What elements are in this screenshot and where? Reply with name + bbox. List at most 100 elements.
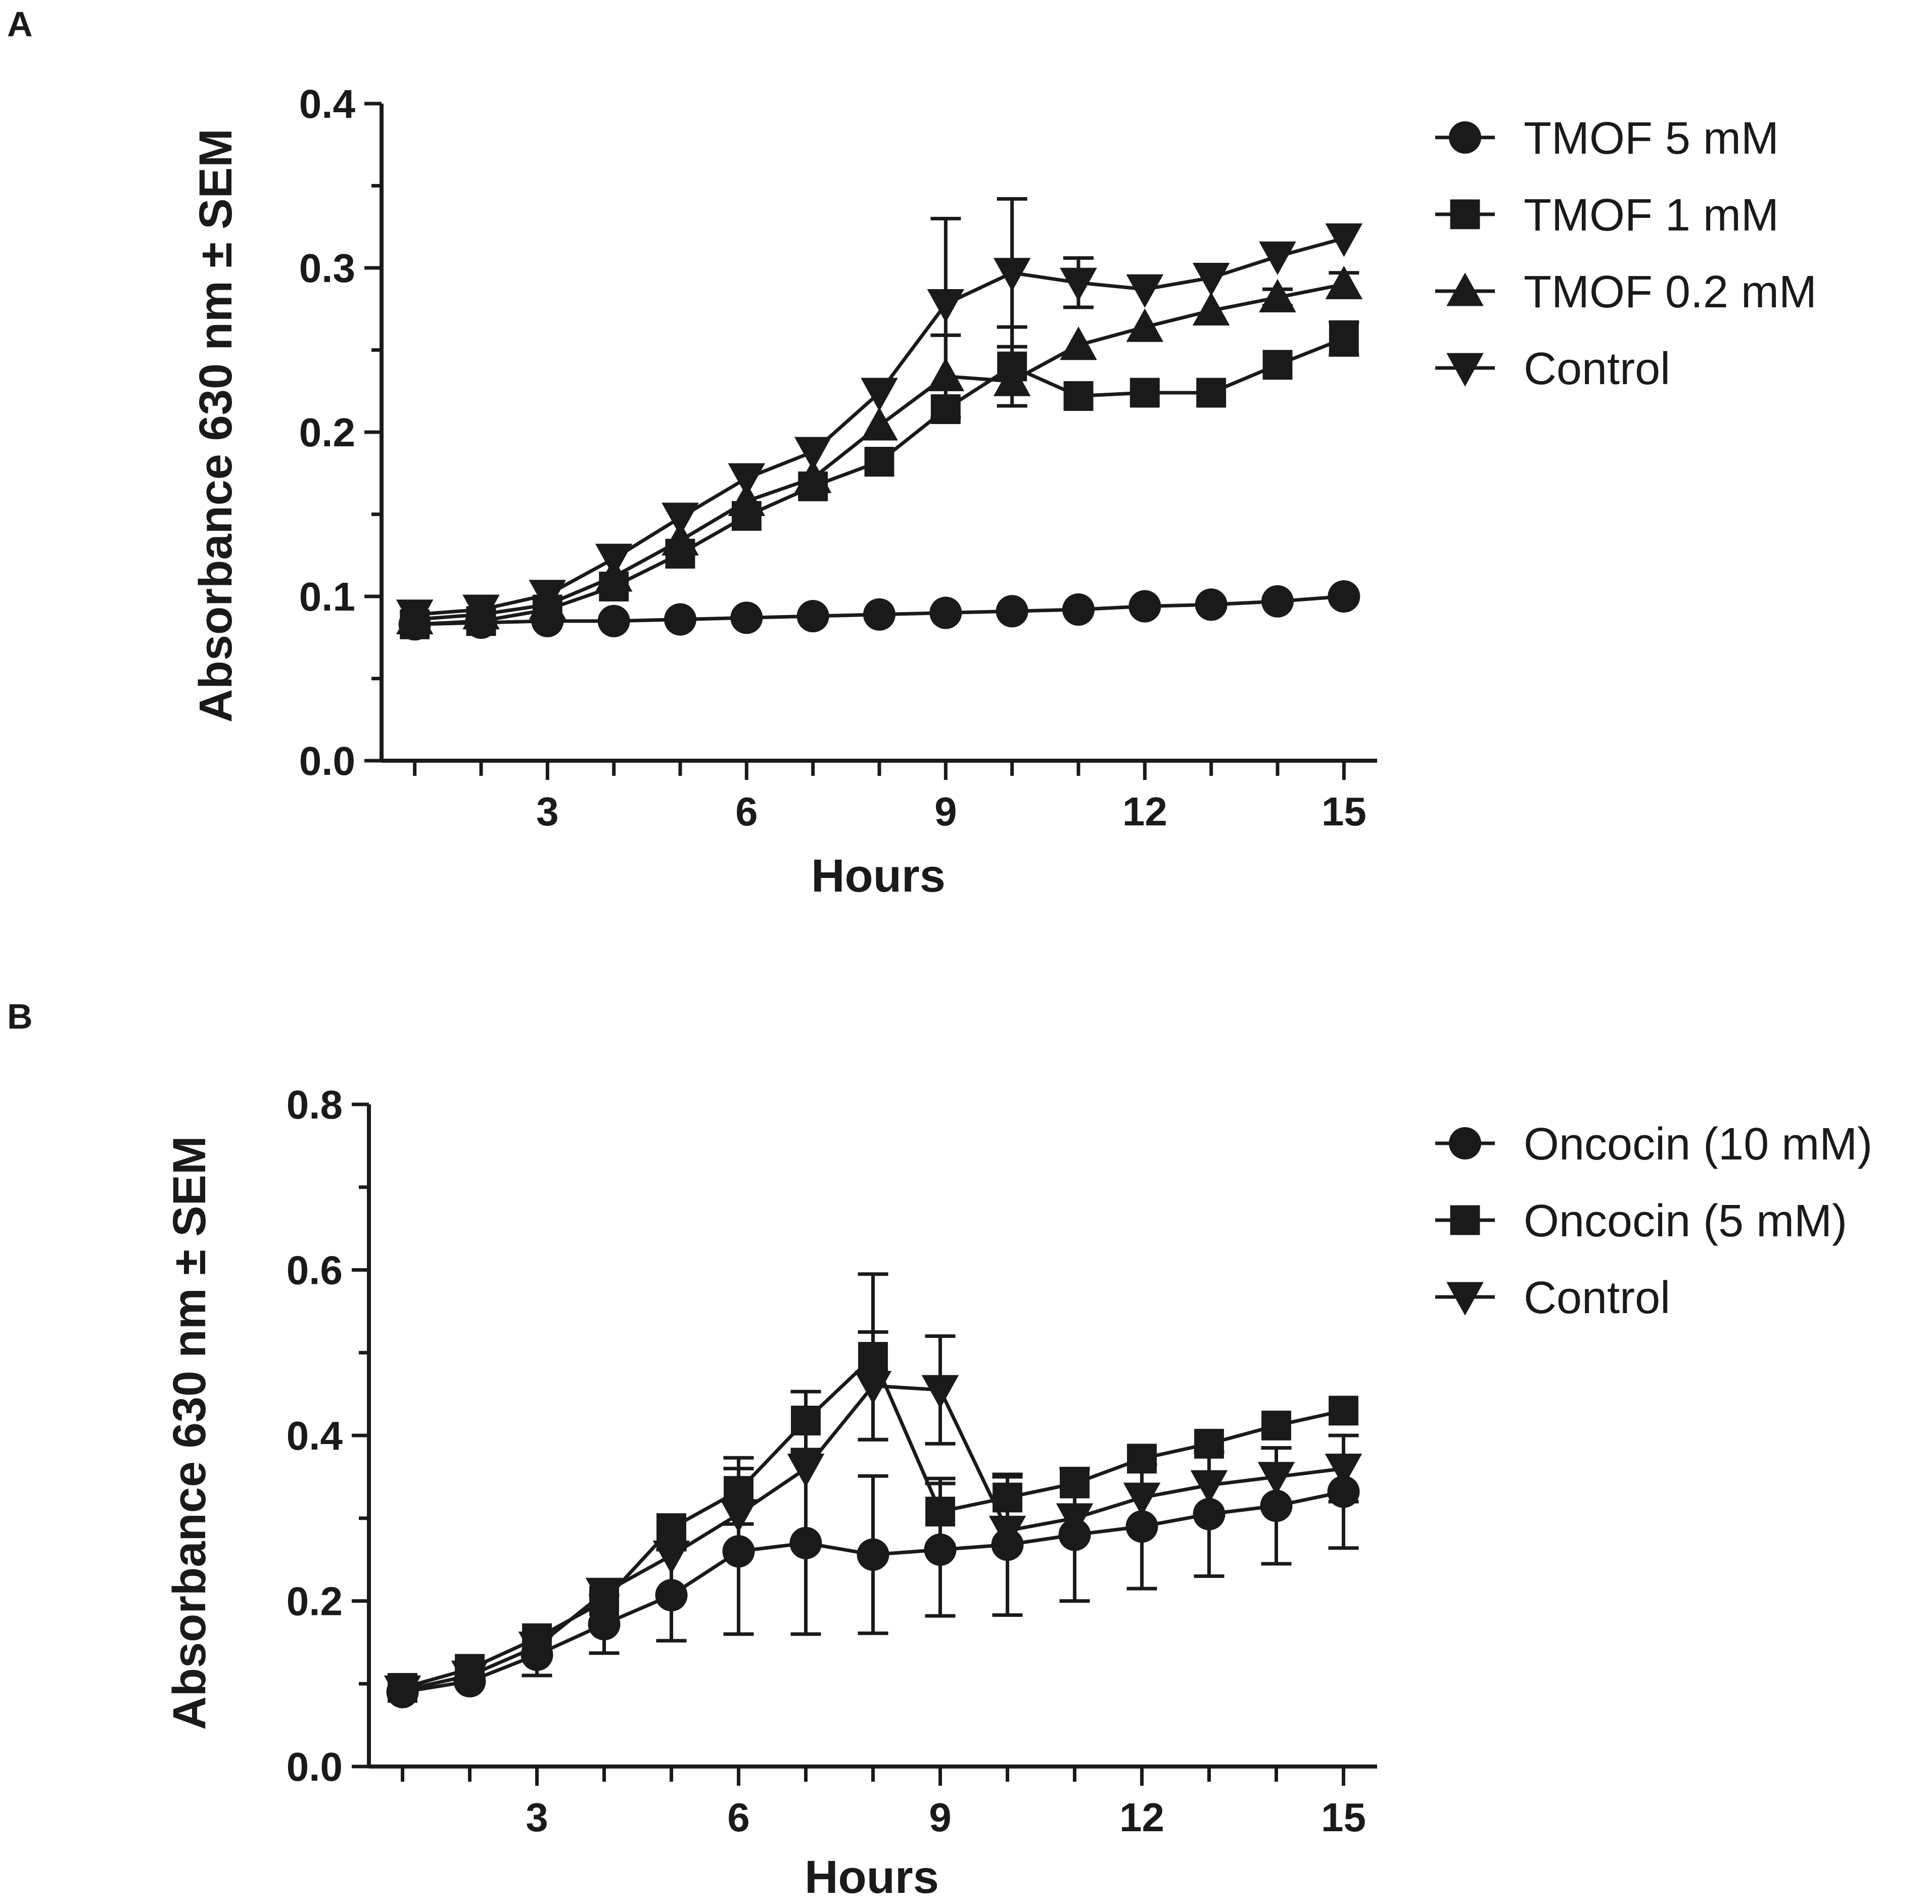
panel-a-legend-label: TMOF 0.2 mM: [1524, 267, 1817, 317]
panel-a-series-tmof-1-mm-point: [1262, 350, 1293, 380]
panel-a-series-control-point: [1060, 267, 1097, 302]
panel-b-series-control-point: [1257, 1462, 1295, 1496]
panel-b-series-control-point: [921, 1375, 959, 1409]
panel-a-legend-item: TMOF 0.2 mM: [1435, 267, 1817, 317]
panel-a-series-tmof-1-mm-point: [1329, 323, 1359, 354]
panel-b-x-tick-label: 3: [526, 1795, 548, 1840]
panel-a-legend-label: Control: [1524, 344, 1670, 394]
panel-a-series-tmof-5-mm-point: [1261, 585, 1294, 618]
panel-b-series-oncocin-5-mm-point: [1127, 1444, 1157, 1474]
panel-b-series-control-point: [1325, 1454, 1362, 1488]
panel-a-series-tmof-5-mm-point: [996, 595, 1028, 628]
panel-a-series-control-point: [462, 594, 500, 628]
panel-a-legend: TMOF 5 mM TMOF 1 mM TMOF 0.2 mM Control: [1435, 113, 1817, 394]
panel-a-y-tick-label: 0.0: [299, 738, 355, 783]
panel-b-series-oncocin-5-mm-point: [1060, 1468, 1090, 1499]
panel-a-series-control: [396, 197, 1363, 633]
panel-a-legend-item: Control: [1435, 344, 1670, 394]
panel-b-letter: B: [7, 997, 33, 1036]
panel-a-series-tmof-0-2-mm-point: [728, 482, 766, 516]
panel-b-y-tick-label: 0.0: [287, 1744, 343, 1789]
panel-b-y-tick-label: 0.4: [287, 1413, 343, 1458]
panel-a-legend-label: TMOF 5 mM: [1524, 113, 1779, 164]
panel-a-series-tmof-1-mm-point: [864, 447, 894, 477]
panel-b-legend-swatch-marker: [1450, 1205, 1480, 1235]
panel-a-series-control-point: [1259, 241, 1296, 275]
panel-a-series-tmof-5-mm-point: [796, 600, 829, 632]
panel-a-y-tick-label: 0.2: [299, 410, 355, 455]
panel-b-series-oncocin-5-mm-point: [791, 1406, 821, 1435]
panel-b-series-control-point: [988, 1515, 1026, 1550]
panel-b-plot-area: 0.0 0.2 0.4 0.6 0.8 3 6 9 12 15: [287, 1082, 1377, 1840]
panel-b-series-oncocin-10-mm-point: [789, 1526, 822, 1559]
panel-a-series-tmof-0-2-mm-point: [1325, 265, 1363, 299]
panel-a-series-tmof-5-mm-point: [1195, 588, 1228, 621]
panel-b-x-axis-title: Hours: [805, 1851, 939, 1903]
panel-a-series-tmof-0-2-mm-point: [1259, 278, 1296, 312]
panel-a: A Absorbance 630 nm ± SEM Hours 0.00.10.…: [7, 5, 1817, 902]
panel-b-y-axis-title: Absorbance 630 nm ± SEM: [164, 1136, 215, 1730]
panel-a-x-axis-title: Hours: [811, 850, 946, 902]
panel-a-series-control-point: [1126, 274, 1164, 308]
panel-a-series-tmof-1-mm-point: [1196, 378, 1227, 408]
panel-a-series-tmof-0-2-mm: [396, 265, 1363, 634]
panel-b-x-tick-label: 9: [929, 1795, 952, 1840]
panel-a-series-control-point: [927, 289, 965, 323]
panel-b-y-tick-label: 0.2: [287, 1579, 343, 1624]
panel-a-y-axis-title: Absorbance 630 nm ± SEM: [190, 128, 242, 722]
panel-b-series-control-point: [451, 1660, 489, 1694]
panel-a-series-tmof-5-mm-point: [1128, 590, 1161, 623]
panel-a-series-tmof-0-2-mm-point: [1060, 326, 1097, 360]
panel-a-series-tmof-5-mm-point: [863, 598, 896, 631]
panel-a-series-tmof-0-2-mm-point: [794, 459, 832, 493]
panel-a-y-tick-label: 0.4: [299, 81, 356, 126]
panel-b-legend-swatch-marker: [1449, 1127, 1481, 1159]
panel-a-series-control-point: [1192, 263, 1230, 297]
panel-a-series-tmof-0-2-mm-point: [1192, 292, 1230, 326]
panel-b-series-control-point: [720, 1499, 758, 1533]
panel-a-legend-swatch-marker: [1450, 199, 1480, 229]
panel-b-series-oncocin-10-mm-point: [857, 1538, 889, 1571]
panel-b-series-oncocin-5-mm-point: [1194, 1428, 1224, 1459]
panel-b-series-control-point: [787, 1454, 825, 1488]
panel-b-legend-swatch-marker: [1446, 1282, 1484, 1316]
panel-b-legend-item: Oncocin (10 mM): [1435, 1119, 1872, 1170]
panel-a-series-control-point: [529, 580, 567, 614]
panel-b: B Absorbance 630 nm ± SEM Hours 0.0 0.2 0.…: [7, 997, 1872, 1903]
panel-a-legend-item: TMOF 1 mM: [1435, 190, 1779, 241]
panel-b-series-oncocin-10-mm-point: [588, 1608, 621, 1641]
panel-a-series-tmof-5-mm-point: [664, 603, 696, 636]
panel-b-y-tick-label: 0.6: [287, 1248, 343, 1293]
panel-a-series-tmof-0-2-mm-point: [662, 522, 699, 555]
panel-a-y-tick-label: 0.3: [299, 246, 355, 291]
panel-b-x-tick-label: 12: [1119, 1795, 1164, 1840]
panel-a-series-tmof-1-mm-point: [1063, 381, 1094, 411]
panel-a-series-control-point: [662, 502, 699, 536]
panel-a-series-control-point: [396, 599, 434, 633]
panel-b-legend-label: Oncocin (5 mM): [1524, 1196, 1847, 1246]
panel-b-series-oncocin-10-mm-point: [655, 1579, 688, 1612]
panel-a-series-control-point: [595, 543, 633, 578]
panel-a-series-tmof-5-mm-point: [1062, 593, 1095, 626]
panel-a-series-tmof-5-mm-point: [929, 596, 962, 629]
panel-b-legend: Oncocin (10 mM) Oncocin (5 mM) Control: [1435, 1119, 1872, 1323]
panel-b-series-oncocin-5-mm-point: [1329, 1396, 1358, 1426]
panel-b-x-tick-label: 6: [727, 1795, 750, 1840]
panel-b-series-control-point: [518, 1632, 556, 1665]
panel-b-series-oncocin-5-mm-point: [656, 1513, 686, 1543]
panel-a-x-tick-label: 9: [934, 789, 957, 834]
panel-a-y-tick-label: 0.1: [299, 574, 355, 619]
panel-a-legend-item: TMOF 5 mM: [1435, 113, 1779, 164]
panel-a-series-tmof-5-mm-point: [597, 605, 630, 637]
panel-b-series-oncocin-10-mm-point: [924, 1533, 957, 1566]
panel-a-legend-swatch-marker: [1449, 121, 1481, 154]
panel-b-series-oncocin-10-mm-point: [1193, 1498, 1226, 1530]
panel-b-series-oncocin-5-mm-point: [1261, 1410, 1291, 1441]
panel-a-series-tmof-0-2-mm-point: [1126, 308, 1164, 342]
panel-a-x-tick-label: 3: [536, 789, 559, 834]
panel-a-series-tmof-0-2-mm-point: [993, 362, 1031, 396]
panel-a-series-tmof-1-mm-point: [1129, 378, 1160, 408]
panel-b-x-tick-label: 15: [1321, 1795, 1366, 1840]
panel-a-legend-swatch-marker: [1446, 353, 1484, 387]
